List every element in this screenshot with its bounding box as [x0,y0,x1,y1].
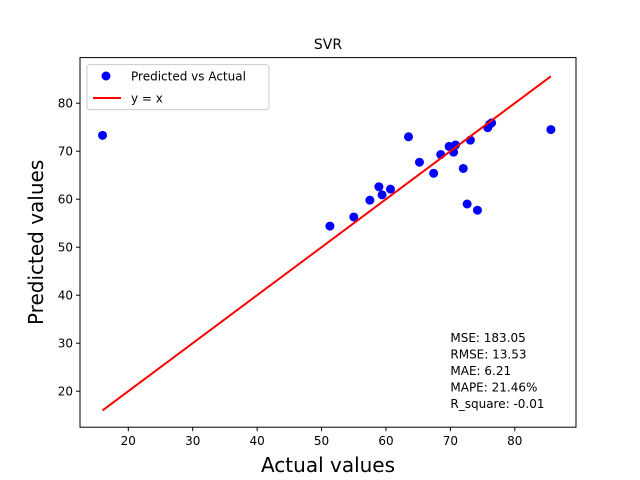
scatter-point [374,182,384,192]
plot-area [98,75,556,412]
x-tick-label: 60 [378,434,393,448]
y-tick-label: 60 [58,193,73,207]
scatter-point [365,195,375,205]
x-axis: 20 30 40 50 60 70 80 [121,427,522,448]
y-tick-label: 80 [58,97,73,111]
y-tick-label: 30 [58,337,73,351]
metric-line: RMSE: 13.53 [450,348,526,362]
scatter-point [451,140,461,150]
metrics-annotation: MSE: 183.05 RMSE: 13.53 MAE: 6.21 MAPE: 21.… [450,331,544,411]
chart-title: SVR [314,37,342,53]
scatter-point [98,130,108,140]
metric-line: R_square: -0.01 [450,397,544,411]
y-axis-label: Predicted values [24,160,48,325]
x-tick-label: 30 [185,434,200,448]
scatter-point [414,157,424,167]
y-tick-label: 50 [58,241,73,255]
axes-frame [79,57,577,428]
x-tick-label: 80 [507,434,522,448]
scatter-point [385,184,395,194]
scatter-point [546,125,556,135]
x-tick-label: 20 [121,434,136,448]
metric-line: MAPE: 21.46% [450,381,537,395]
x-tick-label: 70 [443,434,458,448]
x-tick-label: 50 [314,434,329,448]
scatter-point [325,221,335,231]
scatter-point [429,168,439,178]
scatter-point [487,118,497,128]
scatter-point [458,163,468,173]
scatter-point [462,199,472,209]
scatter-point [472,205,482,215]
metric-line: MAE: 6.21 [450,364,511,378]
scatter-point [349,212,359,222]
legend-frame [86,64,270,111]
identity-line [101,75,552,412]
legend: Predicted vs Actual y = x [86,64,270,111]
scatter-point [377,190,387,200]
x-tick-label: 40 [250,434,265,448]
metric-line: MSE: 183.05 [450,331,525,345]
y-axis: 20 30 40 50 60 70 80 [58,97,80,399]
legend-label-line: y = x [131,92,163,106]
y-tick-label: 20 [58,385,73,399]
legend-label-scatter: Predicted vs Actual [131,70,246,84]
scatter-point [404,132,414,142]
legend-marker-scatter [101,71,111,81]
y-tick-label: 40 [58,289,73,303]
x-axis-label: Actual values [261,453,395,477]
y-tick-label: 70 [58,145,73,159]
